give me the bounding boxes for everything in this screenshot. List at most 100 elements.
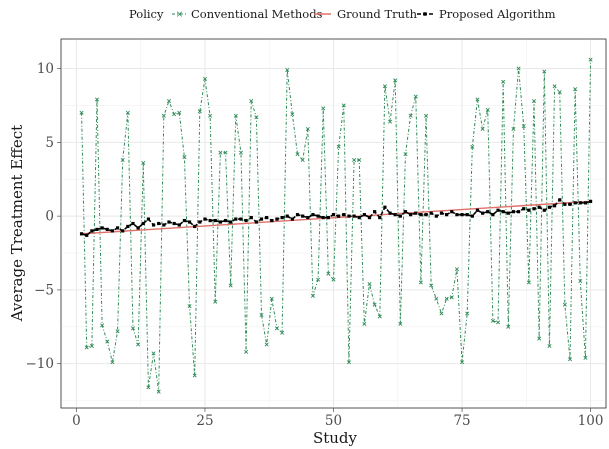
data-point-proposed-algorithm — [424, 213, 428, 217]
data-point-conventional-methods — [187, 304, 192, 309]
data-point-conventional-methods — [208, 113, 213, 118]
data-point-proposed-algorithm — [306, 215, 310, 220]
y-tick-label: 0 — [45, 209, 54, 225]
data-point-conventional-methods — [94, 97, 100, 102]
data-point-conventional-methods — [182, 155, 187, 160]
data-point-proposed-algorithm — [316, 214, 320, 218]
data-point-conventional-methods — [557, 90, 562, 95]
data-point-proposed-algorithm — [90, 229, 94, 233]
data-point-proposed-algorithm — [213, 218, 217, 223]
data-point-conventional-methods — [424, 113, 429, 118]
data-point-conventional-methods — [331, 277, 336, 282]
data-point-conventional-methods — [125, 110, 130, 115]
data-point-conventional-methods — [166, 98, 171, 104]
data-point-proposed-algorithm — [100, 226, 104, 230]
data-point-conventional-methods — [398, 321, 403, 326]
data-point-conventional-methods — [141, 160, 146, 166]
data-point-conventional-methods — [372, 302, 377, 307]
data-point-proposed-algorithm — [347, 214, 351, 218]
data-point-proposed-algorithm — [403, 210, 408, 214]
y-axis: −10 −5 0 5 10 — [26, 61, 61, 372]
data-point-proposed-algorithm — [491, 213, 495, 217]
data-point-proposed-algorithm — [162, 223, 166, 227]
data-point-proposed-algorithm — [218, 220, 222, 224]
series-line-conventional-methods — [81, 59, 592, 392]
y-tick-label: 5 — [45, 135, 54, 151]
y-axis-title: Average Treatment Effect — [8, 125, 26, 322]
data-point-conventional-methods — [305, 127, 310, 132]
data-point-proposed-algorithm — [388, 211, 392, 215]
x-tick-label: 75 — [453, 413, 470, 429]
x-tick-label: 25 — [196, 413, 213, 429]
data-point-proposed-algorithm — [280, 215, 284, 220]
data-point-proposed-algorithm — [501, 210, 505, 214]
data-point-conventional-methods — [413, 94, 418, 99]
data-point-conventional-methods — [460, 360, 465, 365]
data-point-conventional-methods — [547, 343, 552, 349]
data-point-conventional-methods — [352, 158, 357, 163]
data-point-conventional-methods — [146, 385, 151, 390]
data-point-proposed-algorithm — [532, 207, 536, 211]
data-point-conventional-methods — [244, 349, 249, 354]
data-point-proposed-algorithm — [275, 217, 279, 221]
data-point-conventional-methods — [316, 277, 321, 282]
data-point-proposed-algorithm — [131, 221, 135, 226]
data-point-conventional-methods — [172, 112, 177, 117]
series-layer — [79, 57, 593, 394]
data-point-conventional-methods — [259, 312, 264, 318]
data-point-conventional-methods — [79, 110, 84, 115]
data-point-proposed-algorithm — [193, 224, 197, 229]
data-point-proposed-algorithm — [234, 217, 238, 221]
data-point-conventional-methods — [192, 373, 197, 378]
data-point-conventional-methods — [439, 311, 444, 316]
data-point-conventional-methods — [444, 296, 449, 301]
data-point-proposed-algorithm — [465, 213, 469, 217]
legend-title: Policy — [129, 7, 164, 21]
data-point-proposed-algorithm — [475, 208, 480, 212]
data-point-proposed-algorithm — [537, 205, 541, 209]
data-point-conventional-methods — [418, 280, 423, 285]
data-point-conventional-methods — [490, 318, 495, 323]
data-point-conventional-methods — [434, 296, 439, 301]
data-point-conventional-methods — [388, 119, 393, 124]
data-point-proposed-algorithm — [295, 213, 300, 217]
data-point-proposed-algorithm — [326, 215, 330, 220]
data-point-proposed-algorithm — [563, 202, 567, 206]
data-point-conventional-methods — [290, 112, 295, 117]
data-point-conventional-methods — [346, 360, 351, 365]
y-tick-label: −5 — [34, 282, 54, 298]
data-point-proposed-algorithm — [439, 211, 444, 215]
legend-key-marker-proposed-algorithm — [423, 12, 427, 16]
data-point-conventional-methods — [470, 144, 475, 149]
data-point-proposed-algorithm — [481, 211, 485, 215]
data-point-proposed-algorithm — [321, 215, 325, 220]
data-point-proposed-algorithm — [311, 213, 315, 217]
legend-key-marker-conventional-methods: × — [176, 10, 184, 20]
data-point-proposed-algorithm — [146, 217, 151, 221]
data-point-conventional-methods — [382, 84, 387, 89]
x-tick-label: 0 — [72, 413, 81, 429]
data-point-proposed-algorithm — [105, 227, 109, 232]
data-point-conventional-methods — [532, 98, 537, 104]
data-point-proposed-algorithm — [486, 210, 490, 214]
data-point-conventional-methods — [136, 342, 141, 347]
data-point-conventional-methods — [341, 103, 346, 108]
data-point-proposed-algorithm — [249, 215, 253, 220]
data-point-conventional-methods — [300, 158, 305, 163]
data-point-conventional-methods — [567, 357, 573, 362]
data-point-proposed-algorithm — [393, 213, 397, 217]
data-point-conventional-methods — [516, 66, 521, 71]
data-point-conventional-methods — [336, 144, 341, 149]
series-ground-truth — [81, 200, 591, 235]
data-point-conventional-methods — [151, 351, 156, 356]
data-point-proposed-algorithm — [547, 205, 552, 209]
data-point-conventional-methods — [161, 113, 166, 118]
data-point-proposed-algorithm — [85, 233, 89, 237]
data-point-conventional-methods — [501, 79, 506, 84]
data-point-conventional-methods — [326, 271, 331, 276]
data-point-conventional-methods — [213, 299, 218, 304]
data-point-conventional-methods — [269, 296, 274, 301]
data-point-conventional-methods — [496, 320, 501, 325]
data-point-proposed-algorithm — [414, 211, 418, 215]
data-point-conventional-methods — [562, 302, 567, 307]
